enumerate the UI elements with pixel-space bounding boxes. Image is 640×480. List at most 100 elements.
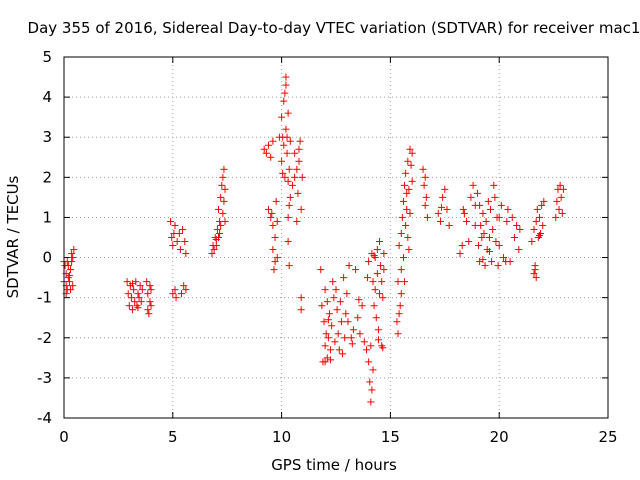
data-point (557, 193, 565, 201)
data-point (495, 213, 503, 221)
data-point (508, 213, 516, 221)
data-point (182, 250, 190, 258)
data-point (394, 330, 402, 338)
data-point (297, 306, 305, 314)
data-point (282, 73, 290, 81)
data-point (402, 221, 410, 229)
data-point (530, 225, 538, 233)
data-point (143, 278, 151, 286)
data-point (284, 213, 292, 221)
data-point (379, 294, 387, 302)
data-point (267, 213, 275, 221)
data-point (278, 113, 286, 121)
data-point (333, 306, 341, 314)
data-point (339, 350, 347, 358)
data-point (530, 270, 538, 278)
data-point (271, 234, 279, 241)
data-point (558, 209, 566, 217)
data-point (284, 177, 292, 185)
data-point (169, 242, 177, 250)
data-point (291, 173, 299, 181)
data-point (482, 217, 490, 225)
data-point (336, 298, 344, 306)
data-point (144, 290, 152, 298)
data-point (463, 217, 471, 225)
data-point (297, 205, 305, 213)
data-point (352, 266, 360, 274)
data-point (378, 278, 386, 286)
data-point (337, 318, 345, 326)
data-markers (60, 73, 567, 406)
data-point (325, 310, 333, 318)
data-point (282, 81, 290, 89)
data-point (181, 238, 189, 246)
axis-ticks: 0 5 10 15 20 25 -4 -3 -2 -1 0 1 2 3 4 5 (37, 48, 618, 446)
data-point (500, 254, 508, 262)
data-point (321, 286, 329, 294)
data-point (331, 338, 339, 346)
data-point (69, 282, 77, 290)
data-point (373, 270, 381, 278)
data-point (374, 336, 382, 344)
data-point (129, 280, 137, 288)
data-point (556, 181, 564, 189)
data-point (272, 197, 280, 205)
data-point (171, 221, 179, 229)
data-point (216, 229, 224, 237)
data-point (484, 197, 492, 205)
data-point (175, 229, 183, 237)
data-point (370, 302, 378, 310)
data-point (404, 234, 412, 241)
data-point (218, 181, 226, 189)
data-point (323, 298, 331, 306)
data-point (282, 125, 290, 133)
data-point (67, 286, 75, 294)
y-tick-label: -1 (37, 289, 52, 307)
data-point (364, 274, 372, 282)
data-point (280, 97, 288, 105)
data-point (137, 298, 145, 306)
data-point (515, 246, 523, 254)
data-point (476, 201, 484, 209)
data-point (531, 266, 539, 274)
data-point (173, 238, 181, 246)
data-point (180, 282, 188, 290)
data-point (212, 236, 220, 244)
data-point (421, 173, 429, 181)
data-point (358, 302, 366, 310)
data-point (273, 254, 281, 262)
data-point (321, 358, 329, 366)
data-point (467, 193, 475, 201)
y-tick-label: -2 (37, 329, 52, 347)
data-point (125, 302, 133, 310)
data-point (178, 290, 186, 298)
data-point (401, 181, 409, 189)
data-point (360, 338, 368, 346)
data-point (127, 294, 135, 302)
data-point (479, 209, 487, 217)
data-point (146, 282, 154, 290)
data-point (438, 203, 446, 211)
data-point (379, 344, 387, 352)
data-point (355, 296, 363, 304)
y-tick-label: -3 (37, 369, 52, 387)
data-point (405, 246, 413, 254)
data-point (65, 272, 73, 280)
data-point (285, 201, 293, 209)
data-point (335, 346, 343, 354)
data-point (171, 286, 179, 294)
data-point (406, 145, 414, 153)
data-point (280, 141, 288, 149)
data-point (269, 137, 277, 145)
data-point (123, 278, 131, 286)
data-point (268, 209, 276, 217)
data-point (212, 242, 220, 250)
data-point (475, 242, 483, 250)
data-point (69, 254, 77, 262)
data-point (345, 262, 353, 270)
data-point (380, 266, 388, 274)
data-point (443, 205, 451, 213)
data-point (403, 189, 411, 197)
x-tick-label: 25 (598, 428, 617, 446)
